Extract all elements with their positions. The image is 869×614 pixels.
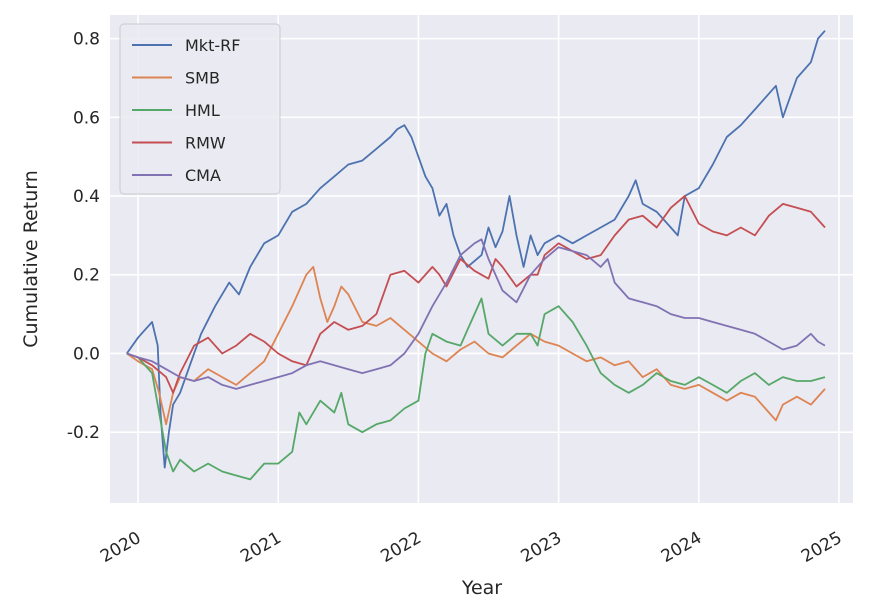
legend-label: SMB	[185, 69, 220, 88]
series-layer	[126, 30, 826, 481]
legend-label: RMW	[185, 134, 226, 153]
x-axis-title: Year	[461, 577, 502, 599]
legend-box	[119, 23, 281, 195]
legend-label: CMA	[185, 166, 221, 185]
series-line-hml	[126, 297, 826, 481]
legend: Mkt-RF SMB HML RMW CMA	[119, 23, 281, 195]
legend-label: Mkt-RF	[185, 36, 240, 55]
y-tick-label: 0.4	[73, 187, 100, 207]
y-tick-label: 0.2	[73, 266, 100, 286]
y-tick-label: -0.2	[67, 423, 100, 443]
y-tick-label: 0.6	[73, 108, 100, 128]
series-line-rmw	[126, 195, 826, 394]
y-axis-title: Cumulative Return	[20, 170, 42, 348]
series-line-cma	[126, 238, 826, 390]
legend-label: HML	[185, 101, 220, 120]
y-tick-label: 0.0	[73, 344, 100, 364]
series-line-smb	[126, 265, 826, 426]
y-tick-label: 0.8	[73, 30, 100, 50]
y-tick-labels: -0.2 0.0 0.2 0.4 0.6 0.8	[67, 30, 100, 444]
